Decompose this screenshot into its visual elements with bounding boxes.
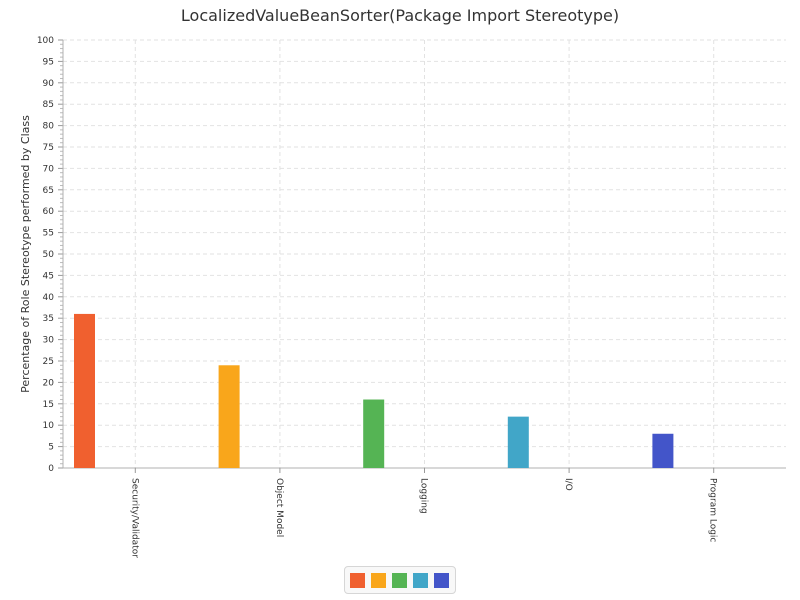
grid-layer: [63, 39, 786, 468]
y-tick-label: 75: [43, 143, 54, 153]
y-tick-label: 0: [48, 464, 54, 474]
x-tick-label: Program Logic: [708, 478, 718, 542]
legend: [344, 566, 456, 594]
y-tick-label: 60: [43, 207, 55, 217]
y-tick-label: 30: [43, 336, 55, 346]
x-tick-label: I/O: [563, 478, 573, 491]
legend-swatch: [371, 573, 386, 588]
x-tick-label: Logging: [419, 478, 429, 514]
y-tick-label: 95: [43, 57, 54, 67]
bar-layer: [74, 313, 674, 468]
y-tick-label: 35: [43, 314, 54, 324]
legend-swatch: [392, 573, 407, 588]
bar: [363, 399, 385, 468]
y-tick-label: 10: [43, 421, 55, 431]
x-tick-label: Object Model: [274, 478, 284, 537]
chart-title: LocalizedValueBeanSorter(Package Import …: [180, 6, 620, 25]
bar: [218, 365, 240, 468]
legend-swatch: [350, 573, 365, 588]
y-tick-label: 100: [37, 36, 54, 46]
y-axis-label: Percentage of Role Stereotype performed …: [19, 115, 32, 393]
y-tick-label: 25: [43, 357, 54, 367]
y-tick-label: 50: [43, 250, 55, 260]
y-tick-label: 5: [48, 443, 54, 453]
y-tick-label: 20: [43, 378, 55, 388]
y-tick-label: 90: [43, 79, 55, 89]
y-tick-label: 80: [43, 122, 55, 132]
y-tick-label: 15: [43, 400, 54, 410]
bar: [507, 416, 529, 468]
legend-swatch: [413, 573, 428, 588]
bar: [652, 433, 674, 468]
legend-swatch: [434, 573, 449, 588]
bar: [74, 313, 95, 468]
y-tick-label: 70: [43, 164, 55, 174]
x-tick-label: Security/Validator: [129, 478, 139, 558]
y-tick-label: 55: [43, 229, 54, 239]
legend-swatches: [350, 573, 449, 588]
y-tick-label: 85: [43, 100, 54, 110]
y-tick-label: 45: [43, 271, 54, 281]
y-tick-label: 65: [43, 186, 54, 196]
y-tick-label: 40: [43, 293, 55, 303]
